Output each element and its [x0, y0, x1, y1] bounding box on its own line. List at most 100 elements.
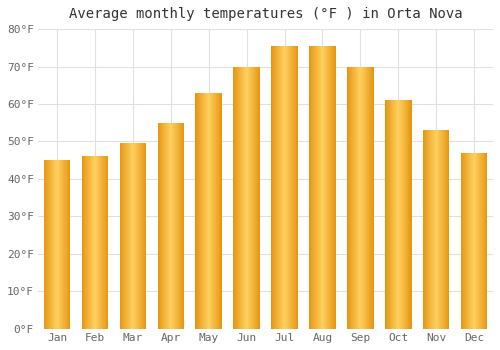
- Bar: [206, 93, 207, 329]
- Bar: [63, 160, 64, 329]
- Bar: [198, 93, 199, 329]
- Bar: [89, 156, 90, 329]
- Bar: [439, 130, 440, 329]
- Bar: [394, 100, 395, 329]
- Bar: [59, 160, 60, 329]
- Bar: [392, 100, 393, 329]
- Bar: [411, 100, 412, 329]
- Bar: [390, 100, 391, 329]
- Bar: [310, 46, 311, 329]
- Bar: [387, 100, 388, 329]
- Bar: [244, 66, 245, 329]
- Bar: [88, 156, 89, 329]
- Bar: [471, 153, 472, 329]
- Bar: [162, 123, 163, 329]
- Bar: [288, 46, 289, 329]
- Bar: [474, 153, 475, 329]
- Bar: [131, 144, 132, 329]
- Bar: [107, 156, 108, 329]
- Bar: [253, 66, 254, 329]
- Bar: [335, 46, 336, 329]
- Bar: [65, 160, 66, 329]
- Bar: [351, 66, 352, 329]
- Bar: [94, 156, 95, 329]
- Bar: [145, 144, 146, 329]
- Bar: [158, 123, 159, 329]
- Bar: [122, 144, 123, 329]
- Bar: [279, 46, 280, 329]
- Bar: [216, 93, 217, 329]
- Bar: [388, 100, 390, 329]
- Bar: [285, 46, 286, 329]
- Bar: [368, 66, 369, 329]
- Bar: [311, 46, 312, 329]
- Bar: [46, 160, 47, 329]
- Bar: [318, 46, 320, 329]
- Bar: [329, 46, 330, 329]
- Bar: [483, 153, 484, 329]
- Bar: [97, 156, 98, 329]
- Bar: [247, 66, 248, 329]
- Bar: [257, 66, 258, 329]
- Bar: [140, 144, 141, 329]
- Bar: [95, 156, 96, 329]
- Bar: [361, 66, 362, 329]
- Bar: [296, 46, 297, 329]
- Bar: [104, 156, 105, 329]
- Bar: [440, 130, 441, 329]
- Bar: [465, 153, 466, 329]
- Bar: [121, 144, 122, 329]
- Bar: [403, 100, 404, 329]
- Bar: [277, 46, 278, 329]
- Bar: [470, 153, 471, 329]
- Bar: [349, 66, 350, 329]
- Bar: [405, 100, 406, 329]
- Bar: [174, 123, 175, 329]
- Bar: [325, 46, 326, 329]
- Bar: [356, 66, 357, 329]
- Bar: [137, 144, 138, 329]
- Title: Average monthly temperatures (°F ) in Orta Nova: Average monthly temperatures (°F ) in Or…: [69, 7, 462, 21]
- Bar: [62, 160, 63, 329]
- Bar: [55, 160, 56, 329]
- Bar: [331, 46, 332, 329]
- Bar: [169, 123, 170, 329]
- Bar: [215, 93, 216, 329]
- Bar: [462, 153, 463, 329]
- Bar: [396, 100, 397, 329]
- Bar: [353, 66, 354, 329]
- Bar: [348, 66, 349, 329]
- Bar: [164, 123, 165, 329]
- Bar: [241, 66, 242, 329]
- Bar: [466, 153, 467, 329]
- Bar: [52, 160, 53, 329]
- Bar: [200, 93, 202, 329]
- Bar: [54, 160, 55, 329]
- Bar: [105, 156, 106, 329]
- Bar: [47, 160, 48, 329]
- Bar: [443, 130, 444, 329]
- Bar: [200, 93, 201, 329]
- Bar: [350, 66, 351, 329]
- Bar: [242, 66, 243, 329]
- Bar: [143, 144, 144, 329]
- Bar: [172, 123, 173, 329]
- Bar: [234, 66, 235, 329]
- Bar: [468, 153, 469, 329]
- Bar: [291, 46, 292, 329]
- Bar: [469, 153, 470, 329]
- Bar: [98, 156, 99, 329]
- Bar: [332, 46, 333, 329]
- Bar: [290, 46, 291, 329]
- Bar: [181, 123, 182, 329]
- Bar: [283, 46, 284, 329]
- Bar: [83, 156, 84, 329]
- Bar: [58, 160, 59, 329]
- Bar: [473, 153, 474, 329]
- Bar: [259, 66, 260, 329]
- Bar: [427, 130, 428, 329]
- Bar: [400, 100, 401, 329]
- Bar: [448, 130, 449, 329]
- Bar: [161, 123, 162, 329]
- Bar: [120, 144, 121, 329]
